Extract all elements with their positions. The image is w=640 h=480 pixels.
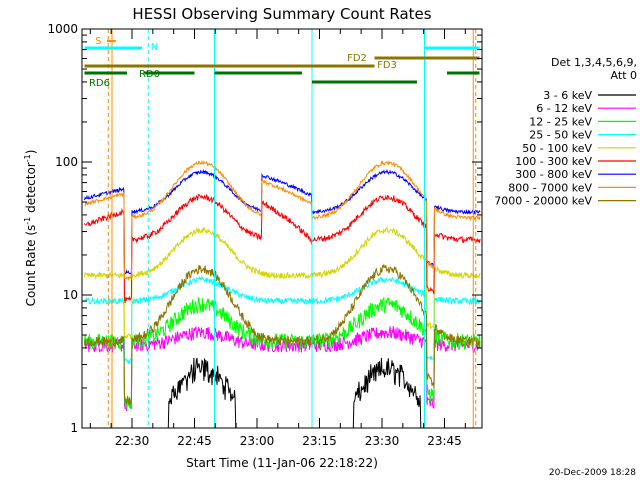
annotation-fd2: FD2 — [347, 53, 367, 64]
series-line-1 — [84, 325, 481, 411]
series-line-5 — [84, 193, 481, 303]
series-line-2 — [84, 296, 481, 410]
legend-label: 25 - 50 keV — [529, 129, 592, 142]
x-tick-label: 23:00 — [240, 434, 275, 448]
legend-label: 100 - 300 keV — [515, 155, 592, 168]
y-tick-label: 1 — [70, 421, 78, 435]
legend-label: 12 - 25 keV — [529, 115, 592, 128]
x-tick-label: 23:30 — [365, 434, 400, 448]
legend-label: 50 - 100 keV — [522, 142, 592, 155]
legend-label: 6 - 12 keV — [536, 102, 592, 115]
x-tick-label: 23:15 — [302, 434, 337, 448]
y-label-mid: detector — [24, 162, 38, 217]
series-line-0 — [84, 357, 481, 429]
chart-title: HESSI Observing Summary Count Rates — [132, 5, 431, 23]
y-tick-label: 100 — [55, 155, 78, 169]
x-axis-label: Start Time (11-Jan-06 22:18:22) — [186, 456, 378, 470]
plot-area: S N FD2 FD3 RD0 RD6 — [84, 29, 481, 429]
annotation-rd0: RD0 — [139, 69, 160, 80]
x-tick-label: 22:45 — [177, 434, 212, 448]
y-label-sup2: -1 — [23, 154, 32, 162]
legend-header: Det 1,3,4,5,6,9, — [551, 56, 637, 69]
footer-date: 20-Dec-2009 18:28 — [549, 468, 636, 478]
series-line-7 — [84, 159, 481, 281]
y-label-end: ) — [24, 150, 38, 155]
annotation-rd6: RD6 — [89, 78, 110, 89]
y-tick-label: 1000 — [47, 22, 78, 36]
annotation-n: N — [151, 42, 158, 53]
y-label-main: Count Rate (s — [24, 225, 38, 307]
plot-frame — [81, 28, 483, 429]
x-tick-label: 23:45 — [427, 434, 462, 448]
x-axis: 22:30 22:45 23:00 23:15 23:30 23:45 — [89, 29, 466, 448]
y-label-sup1: -1 — [23, 217, 32, 225]
series-line-8 — [84, 263, 481, 405]
legend-label: 7000 - 20000 keV — [494, 195, 592, 208]
series-line-3 — [84, 275, 481, 365]
y-axis: 1 10 100 1000 — [47, 22, 482, 435]
annotation-s: S — [95, 36, 101, 47]
annotation-fd3: FD3 — [377, 60, 397, 71]
series-line-4 — [84, 226, 481, 340]
y-axis-label: Count Rate (s-1 detector-1) — [23, 150, 38, 307]
y-tick-label: 10 — [63, 288, 78, 302]
legend-label: 3 - 6 keV — [543, 89, 592, 102]
series-line-6 — [84, 168, 481, 276]
x-tick-label: 22:30 — [115, 434, 150, 448]
legend-label: 300 - 800 keV — [515, 168, 592, 181]
svg-text:Count Rate (s-1 detector-1): Count Rate (s-1 detector-1) — [23, 150, 38, 307]
legend-header: Att 0 — [611, 69, 637, 82]
legend-label: 800 - 7000 keV — [508, 181, 592, 194]
